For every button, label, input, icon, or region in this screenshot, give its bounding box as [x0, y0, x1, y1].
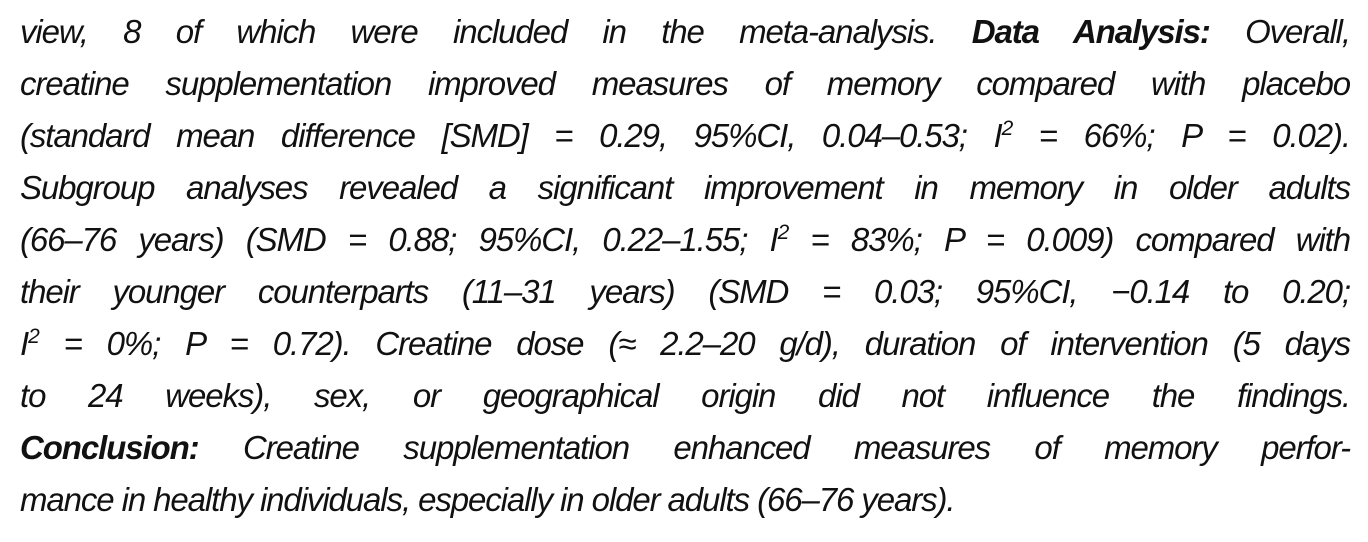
text-run: their younger counterparts (11–31 years)…	[20, 273, 1351, 310]
text-run: I	[20, 325, 29, 362]
text-line: Subgroup analyses revealed a significant…	[20, 162, 1351, 214]
text-line: view, 8 of which were included in the me…	[20, 6, 1351, 58]
text-run: mance in healthy individuals, especially…	[20, 481, 956, 518]
abstract-text: view, 8 of which were included in the me…	[20, 6, 1352, 526]
text-line: I2 = 0%; P = 0.72). Creatine dose (≈ 2.2…	[20, 318, 1352, 370]
text-run: = 66%; P = 0.02).	[1012, 117, 1351, 154]
superscript: 2	[28, 325, 40, 348]
section-heading: Data Analysis:	[971, 13, 1211, 50]
text-run: (standard mean difference [SMD] = 0.29, …	[20, 117, 1003, 154]
superscript: 2	[1001, 117, 1014, 140]
text-run: creatine supplementation improved measur…	[20, 65, 1351, 102]
superscript: 2	[777, 221, 790, 244]
text-run: to 24 weeks), sex, or geographical origi…	[20, 377, 1351, 414]
text-run: Subgroup analyses revealed a significant…	[20, 169, 1351, 206]
text-run: view, 8 of which were included in the me…	[20, 13, 972, 50]
text-line: to 24 weeks), sex, or geographical origi…	[20, 370, 1351, 422]
text-run: (66–76 years) (SMD = 0.88; 95%CI, 0.22–1…	[20, 221, 779, 258]
text-run: Overall,	[1209, 13, 1351, 50]
text-line: Conclusion: Creatine supplementation enh…	[20, 422, 1351, 474]
text-run: = 83%; P = 0.009) compared with	[788, 221, 1351, 258]
text-run: Creatine supplementation enhanced measur…	[198, 429, 1351, 466]
text-run: = 0%; P = 0.72). Creatine dose (≈ 2.2–20…	[38, 325, 1352, 362]
text-line: creatine supplementation improved measur…	[20, 58, 1351, 110]
text-line: (standard mean difference [SMD] = 0.29, …	[20, 110, 1351, 162]
text-line: (66–76 years) (SMD = 0.88; 95%CI, 0.22–1…	[20, 214, 1351, 266]
text-line: their younger counterparts (11–31 years)…	[20, 266, 1351, 318]
text-line: mance in healthy individuals, especially…	[20, 474, 1350, 526]
section-heading: Conclusion:	[20, 429, 200, 466]
